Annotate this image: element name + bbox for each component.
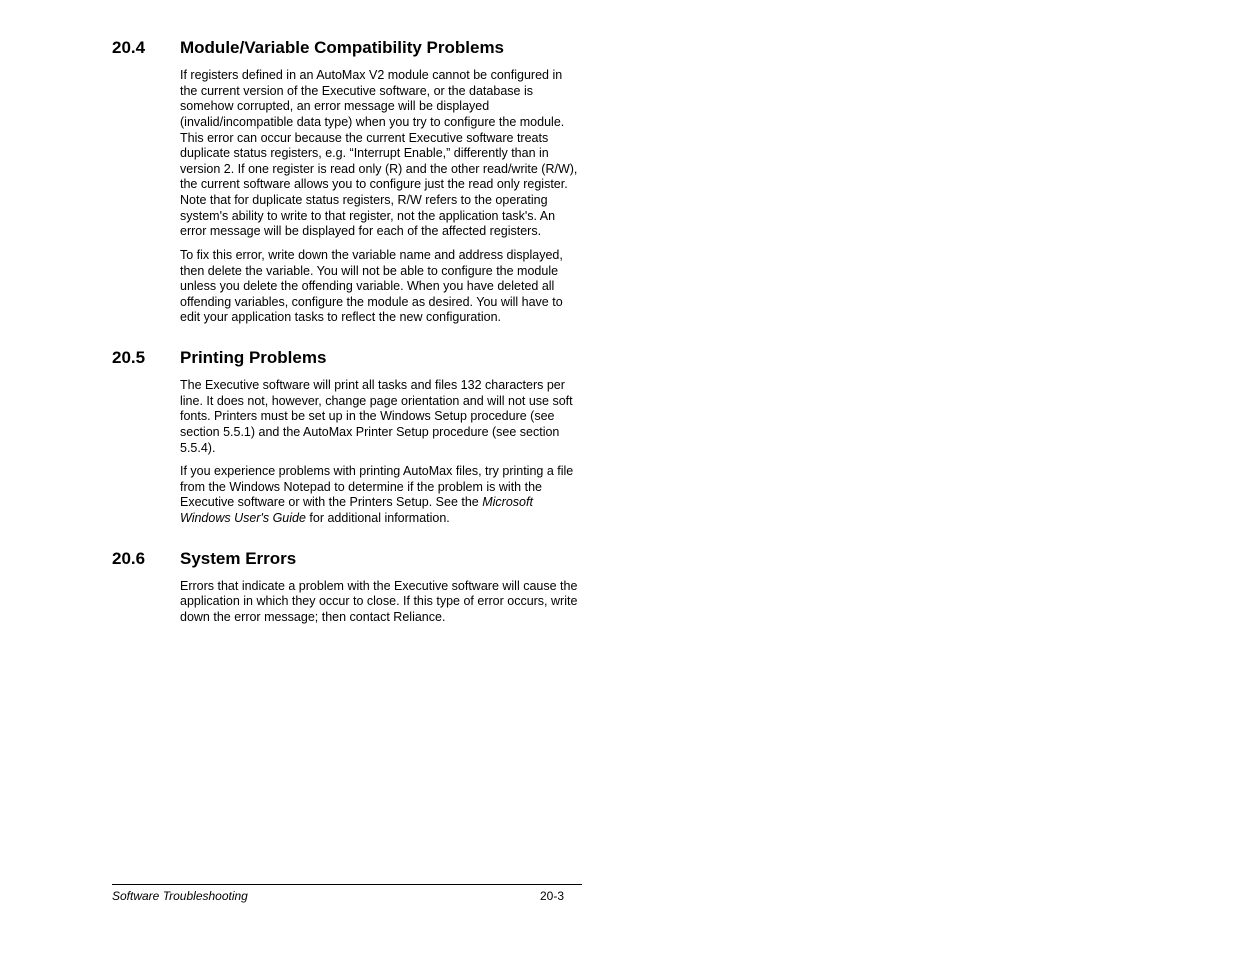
- paragraph: If registers defined in an AutoMax V2 mo…: [180, 68, 582, 240]
- section-body: If registers defined in an AutoMax V2 mo…: [180, 68, 582, 326]
- footer-page-number: 20-3: [540, 889, 582, 903]
- footer-rule: [112, 884, 582, 885]
- section-number: 20.4: [112, 38, 180, 58]
- section-heading: 20.6 System Errors: [112, 549, 582, 569]
- section-number: 20.6: [112, 549, 180, 569]
- section-title: Module/Variable Compatibility Problems: [180, 38, 504, 58]
- footer-left-text: Software Troubleshooting: [112, 889, 540, 903]
- section-title: System Errors: [180, 549, 296, 569]
- section-20-5: 20.5 Printing Problems The Executive sof…: [112, 348, 582, 527]
- section-heading: 20.4 Module/Variable Compatibility Probl…: [112, 38, 582, 58]
- section-title: Printing Problems: [180, 348, 326, 368]
- footer-row: Software Troubleshooting 20-3: [112, 889, 582, 903]
- page-footer: Software Troubleshooting 20-3: [112, 884, 582, 903]
- section-heading: 20.5 Printing Problems: [112, 348, 582, 368]
- paragraph: Errors that indicate a problem with the …: [180, 579, 582, 626]
- section-20-4: 20.4 Module/Variable Compatibility Probl…: [112, 38, 582, 326]
- paragraph: If you experience problems with printing…: [180, 464, 582, 527]
- paragraph: The Executive software will print all ta…: [180, 378, 582, 456]
- section-number: 20.5: [112, 348, 180, 368]
- page-content: 20.4 Module/Variable Compatibility Probl…: [112, 38, 582, 648]
- section-20-6: 20.6 System Errors Errors that indicate …: [112, 549, 582, 626]
- section-body: The Executive software will print all ta…: [180, 378, 582, 527]
- paragraph: To fix this error, write down the variab…: [180, 248, 582, 326]
- section-body: Errors that indicate a problem with the …: [180, 579, 582, 626]
